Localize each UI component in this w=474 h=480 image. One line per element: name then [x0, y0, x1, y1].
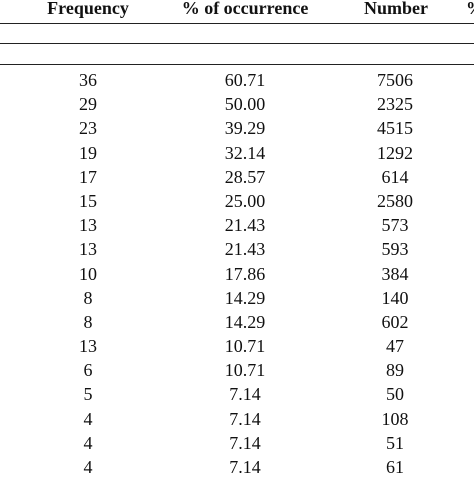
table-row: 5 7.14 50 — [0, 383, 474, 407]
table-row: 15 25.00 2580 — [0, 190, 474, 214]
cell-number: 140 — [381, 287, 409, 308]
table-row: 17 28.57 614 — [0, 166, 474, 190]
cell-number: 7506 — [377, 70, 413, 90]
header-extra-cut: % — [466, 0, 474, 19]
cell-number: 614 — [381, 166, 409, 187]
table-row: 29 50.00 2325 — [0, 93, 474, 117]
cell-percent: 7.14 — [229, 432, 261, 453]
table-header-row: Frequency % of occurrence Number % — [0, 0, 474, 22]
table-row: 13 10.71 47 — [0, 335, 474, 359]
table-row: 10 17.86 384 — [0, 263, 474, 287]
cell-number: 4515 — [377, 118, 413, 139]
cell-percent: 7.14 — [229, 408, 261, 429]
table-row: 8 14.29 602 — [0, 311, 474, 335]
table-row: 6 10.71 89 — [0, 359, 474, 383]
table-row: 4 7.14 108 — [0, 408, 474, 432]
cell-frequency: 4 — [83, 408, 93, 429]
cell-frequency: 17 — [79, 166, 97, 187]
cell-number: 2580 — [377, 190, 413, 211]
table-row: 4 7.14 61 — [0, 456, 474, 480]
cell-percent: 21.43 — [224, 215, 266, 236]
table-row: 19 32.14 1292 — [0, 142, 474, 166]
cell-percent: 25.00 — [224, 190, 266, 211]
cell-frequency: 8 — [83, 287, 93, 308]
table-body: 36 60.71 7506 29 50.00 2325 23 39.29 4515 19 32.14… — [0, 69, 474, 480]
cell-percent: 21.43 — [224, 239, 266, 260]
cell-number: 1292 — [377, 142, 413, 163]
table-row: 23 39.29 4515 — [0, 117, 474, 141]
cell-frequency: 5 — [83, 384, 93, 405]
cell-frequency: 19 — [79, 142, 97, 163]
header-frequency: Frequency — [47, 0, 129, 18]
header-rule-middle — [0, 43, 474, 44]
cell-percent: 10.71 — [224, 336, 266, 357]
header-rule-bottom — [0, 64, 474, 65]
cell-number: 51 — [386, 432, 404, 453]
cell-number: 573 — [381, 215, 409, 236]
cell-number: 384 — [381, 263, 409, 284]
cell-number: 47 — [386, 336, 404, 357]
cell-frequency: 23 — [79, 118, 97, 139]
cell-percent: 14.29 — [224, 311, 266, 332]
header-percent-occurrence: % of occurrence — [181, 0, 309, 18]
cell-number: 602 — [381, 311, 409, 332]
cell-number: 108 — [381, 408, 409, 429]
cell-frequency: 8 — [83, 311, 93, 332]
cell-percent: 17.86 — [224, 263, 266, 284]
cell-percent: 28.57 — [224, 166, 266, 187]
cell-percent: 50.00 — [224, 94, 266, 115]
cell-number: 61 — [386, 457, 404, 477]
cell-frequency: 10 — [79, 263, 97, 284]
table-row: 36 60.71 7506 — [0, 69, 474, 93]
cell-frequency: 4 — [83, 432, 93, 453]
cell-number: 89 — [386, 360, 404, 381]
cell-number: 593 — [381, 239, 409, 260]
cell-percent: 14.29 — [224, 287, 266, 308]
header-number: Number — [364, 0, 428, 18]
table-row: 4 7.14 51 — [0, 432, 474, 456]
cell-percent: 39.29 — [224, 118, 266, 139]
cell-frequency: 29 — [79, 94, 97, 115]
cell-percent: 60.71 — [224, 70, 266, 90]
table-row: 8 14.29 140 — [0, 287, 474, 311]
cell-frequency: 13 — [79, 215, 97, 236]
table-row: 13 21.43 593 — [0, 238, 474, 262]
cell-percent: 10.71 — [224, 360, 266, 381]
cell-number: 2325 — [377, 94, 413, 115]
cell-frequency: 13 — [79, 239, 97, 260]
header-rule-top — [0, 23, 474, 24]
cell-frequency: 15 — [79, 190, 97, 211]
cell-frequency: 36 — [79, 70, 97, 90]
cell-percent: 7.14 — [229, 457, 261, 477]
cell-percent: 32.14 — [224, 142, 266, 163]
cell-frequency: 4 — [83, 457, 93, 477]
cell-frequency: 6 — [83, 360, 93, 381]
cell-percent: 7.14 — [229, 384, 261, 405]
table-row: 13 21.43 573 — [0, 214, 474, 238]
cell-frequency: 13 — [79, 336, 97, 357]
cell-number: 50 — [386, 384, 404, 405]
